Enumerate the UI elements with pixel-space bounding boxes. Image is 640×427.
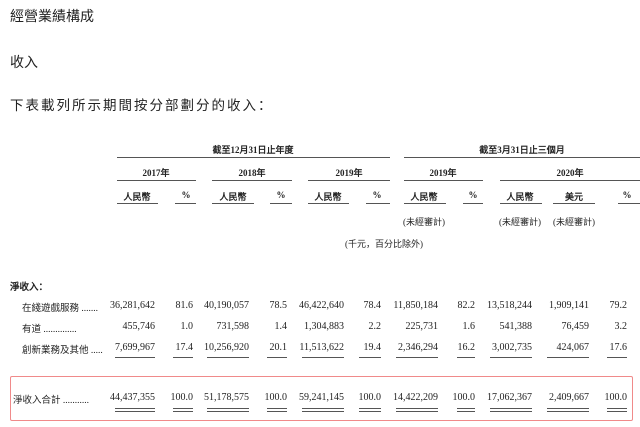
table-cell: 11,513,622 [299, 342, 344, 353]
intro-text: 下表載列所示期間按分部劃分的收入： [10, 98, 274, 114]
subtotal-underline [173, 357, 193, 358]
table-cell: 225,731 [405, 321, 439, 332]
unaudited-note: (未經審計) [403, 217, 445, 227]
total-label: 淨收入合計 ........... [13, 396, 90, 406]
table-cell: 36,281,642 [110, 300, 155, 311]
total-double-underline [396, 408, 438, 412]
pct-header: % [372, 190, 382, 200]
year-header: 2017年 [142, 168, 170, 178]
rmb-header: 人民幣 [314, 192, 342, 202]
subtotal-underline [396, 357, 438, 358]
subtotal-underline [607, 357, 627, 358]
subtotal-underline [490, 357, 532, 358]
table-cell: 17.4 [175, 342, 194, 353]
total-cell: 51,178,575 [204, 392, 249, 403]
table-cell: 1,304,883 [304, 321, 344, 332]
section-title: 經營業績構成 [10, 9, 94, 25]
table-cell: 78.5 [269, 300, 288, 311]
net-revenue-label: 淨收入： [10, 283, 49, 293]
table-cell: 17.6 [609, 342, 628, 353]
table-cell: 40,190,057 [204, 300, 249, 311]
total-double-underline [547, 408, 589, 412]
total-double-underline [359, 408, 381, 412]
table-cell: 731,598 [216, 321, 250, 332]
rmb-header: 人民幣 [410, 192, 438, 202]
table-cell: 2.2 [368, 321, 382, 332]
unaudited-note: (未經審計) [499, 217, 541, 227]
table-cell: 11,850,184 [393, 300, 438, 311]
total-cell: 2,409,667 [549, 392, 589, 403]
row-label: 在綫遊戲服務 ....... [22, 304, 99, 314]
subtotal-underline [302, 357, 344, 358]
total-cell: 44,437,355 [110, 392, 155, 403]
table-cell: 7,699,967 [115, 342, 155, 353]
total-highlight-box [10, 376, 633, 421]
row-label: 有道 .............. [22, 325, 77, 335]
table-cell: 1,909,141 [549, 300, 589, 311]
subsection-title: 收入 [10, 55, 38, 71]
table-cell: 455,746 [122, 321, 156, 332]
total-cell: 59,241,145 [299, 392, 344, 403]
table-cell: 81.6 [175, 300, 194, 311]
table-cell: 20.1 [269, 342, 288, 353]
year-header: 2018年 [238, 168, 266, 178]
total-double-underline [207, 408, 249, 412]
pct-header: % [276, 190, 286, 200]
unaudited-note: (未經審計) [553, 217, 595, 227]
total-cell: 100.0 [264, 392, 288, 403]
table-cell: 46,422,640 [299, 300, 344, 311]
table-cell: 1.0 [180, 321, 194, 332]
subtotal-underline [359, 357, 381, 358]
pct-header: % [181, 190, 191, 200]
table-cell: 2,346,294 [398, 342, 438, 353]
year-header: 2019年 [429, 168, 457, 178]
subtotal-underline [457, 357, 475, 358]
table-cell: 3.2 [614, 321, 628, 332]
subtotal-underline [547, 357, 589, 358]
total-double-underline [267, 408, 287, 412]
year-header: 2019年 [335, 168, 363, 178]
total-double-underline [457, 408, 475, 412]
total-cell: 17,062,367 [487, 392, 532, 403]
table-cell: 82.2 [457, 300, 476, 311]
total-double-underline [115, 408, 155, 412]
row-label: 創新業務及其他 ..... [22, 346, 103, 356]
table-cell: 1.6 [462, 321, 476, 332]
pct-header: % [468, 190, 478, 200]
table-cell: 79.2 [609, 300, 628, 311]
total-cell: 100.0 [170, 392, 194, 403]
total-double-underline [607, 408, 627, 412]
subtotal-underline [207, 357, 249, 358]
total-double-underline [302, 408, 344, 412]
table-cell: 78.4 [363, 300, 382, 311]
table-cell: 76,459 [561, 321, 590, 332]
table-cell: 13,518,244 [487, 300, 532, 311]
subtotal-underline [267, 357, 287, 358]
total-double-underline [490, 408, 532, 412]
total-double-underline [173, 408, 193, 412]
subtotal-underline [115, 357, 155, 358]
unit-note: (千元，百分比除外) [345, 239, 423, 249]
total-cell: 100.0 [604, 392, 628, 403]
table-cell: 424,067 [556, 342, 590, 353]
rmb-header: 人民幣 [219, 192, 247, 202]
rmb-header: 人民幣 [506, 192, 534, 202]
year-header: 2020年 [556, 168, 584, 178]
total-cell: 100.0 [358, 392, 382, 403]
total-cell: 100.0 [452, 392, 476, 403]
usd-header: 美元 [564, 192, 584, 202]
table-cell: 3,002,735 [492, 342, 532, 353]
rmb-header: 人民幣 [123, 192, 151, 202]
pct-header: % [622, 190, 632, 200]
table-cell: 16.2 [457, 342, 476, 353]
quarter-group-header: 截至3月31日止三個月 [479, 145, 565, 155]
table-cell: 541,388 [499, 321, 533, 332]
total-cell: 14,422,209 [393, 392, 438, 403]
table-cell: 10,256,920 [204, 342, 249, 353]
table-cell: 19.4 [363, 342, 382, 353]
table-cell: 1.4 [274, 321, 288, 332]
annual-group-header: 截至12月31日止年度 [212, 145, 294, 155]
